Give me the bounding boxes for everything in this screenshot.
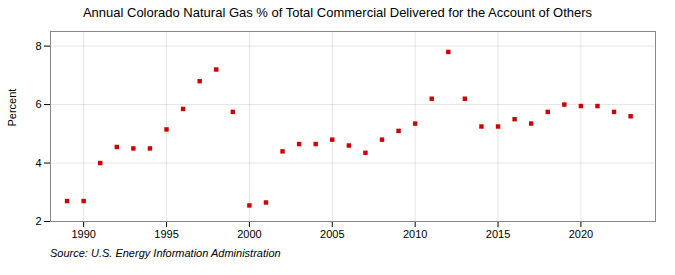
svg-text:2010: 2010 — [403, 228, 427, 240]
svg-text:Percent: Percent — [6, 89, 18, 127]
html-text:Source: U.S. Energy Informatio: Source: U.S. Energy Information Administ… — [50, 247, 281, 259]
svg-text:1990: 1990 — [71, 228, 95, 240]
svg-text:4: 4 — [35, 157, 41, 169]
svg-text:1995: 1995 — [154, 228, 178, 240]
svg-text:2: 2 — [35, 215, 41, 227]
svg-text:2005: 2005 — [320, 228, 344, 240]
svg-text:2020: 2020 — [569, 228, 593, 240]
svg-text:8: 8 — [35, 40, 41, 52]
svg-text:6: 6 — [35, 98, 41, 110]
svg-text:2000: 2000 — [237, 228, 261, 240]
html-text:Annual Colorado Natural Gas %: Annual Colorado Natural Gas % of Total C… — [82, 5, 593, 20]
svg-text:2015: 2015 — [486, 228, 510, 240]
